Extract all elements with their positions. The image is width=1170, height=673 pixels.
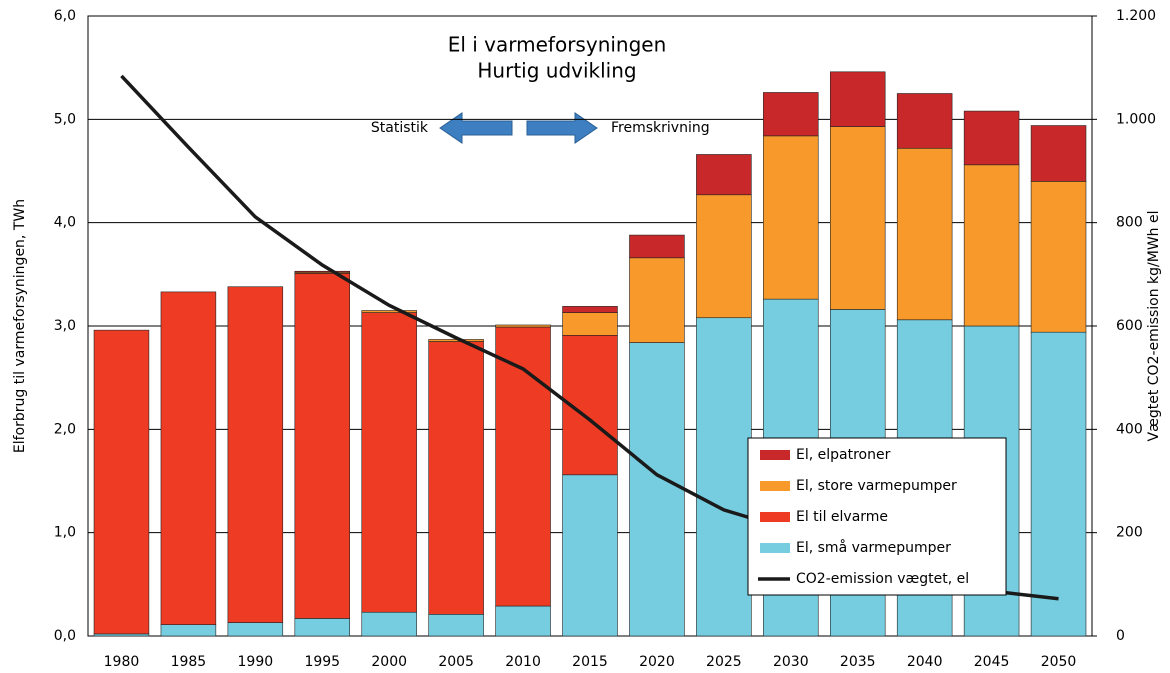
bar: [629, 234, 685, 259]
x-tick-label: 2050: [1041, 654, 1077, 670]
y2-tick-label: 400: [1116, 421, 1143, 437]
arrow-left: [439, 112, 513, 144]
legend-label: El, store varmepumper: [796, 478, 957, 494]
annotation: Statistik: [371, 120, 429, 136]
x-tick-label: 2045: [974, 654, 1010, 670]
legend-swatch: [760, 450, 790, 460]
bar: [428, 341, 484, 615]
y2-tick-label: 1.200: [1116, 8, 1156, 24]
y-tick-label: 2,0: [54, 421, 76, 437]
x-tick-label: 2040: [907, 654, 943, 670]
annotation: Fremskrivning: [611, 120, 710, 136]
bar: [227, 622, 284, 637]
x-tick-label: 2025: [706, 654, 742, 670]
bar: [696, 154, 752, 196]
y-tick-label: 4,0: [54, 215, 76, 231]
bar: [361, 312, 417, 613]
y2-tick-label: 1.000: [1116, 111, 1156, 127]
y2-tick-label: 200: [1116, 525, 1143, 541]
x-tick-label: 2010: [505, 654, 541, 670]
bar: [361, 310, 417, 313]
chart-subtitle: Hurtig udvikling: [477, 59, 636, 83]
bar: [763, 92, 819, 137]
legend-swatch: [760, 481, 790, 491]
legend-label: CO2-emission vægtet, el: [796, 571, 969, 587]
bar: [93, 633, 150, 637]
bar: [963, 110, 1020, 166]
y2-axis-label: Vægtet CO2-emission kg/MWh el: [1146, 211, 1162, 442]
bar: [1030, 331, 1087, 637]
bar: [629, 342, 685, 637]
legend-label: El til elvarme: [796, 509, 888, 525]
bar: [629, 257, 685, 343]
bar: [294, 270, 351, 273]
bar: [963, 164, 1020, 327]
legend-label: El, elpatroner: [796, 447, 891, 463]
y-tick-label: 3,0: [54, 318, 76, 334]
x-tick-label: 2015: [572, 654, 608, 670]
x-tick-label: 2030: [773, 654, 809, 670]
y-tick-label: 6,0: [54, 8, 76, 24]
y2-tick-label: 800: [1116, 215, 1143, 231]
bar: [562, 306, 618, 313]
arrow-right: [526, 112, 598, 144]
y2-tick-label: 600: [1116, 318, 1143, 334]
y2-tick-label: 0: [1116, 628, 1125, 644]
bar: [93, 329, 150, 635]
bar: [696, 194, 752, 319]
bar: [428, 613, 484, 637]
y-tick-label: 5,0: [54, 111, 76, 127]
bar: [294, 272, 351, 619]
x-tick-label: 1980: [104, 654, 140, 670]
x-tick-label: 1985: [171, 654, 207, 670]
bar: [294, 618, 351, 637]
chart-title: El i varmeforsyningen: [448, 33, 667, 57]
bar: [495, 324, 551, 328]
legend-label: El, små varmepumper: [796, 539, 951, 556]
y-tick-label: 1,0: [54, 525, 76, 541]
bar: [1030, 181, 1087, 333]
x-tick-label: 2000: [371, 654, 407, 670]
bar: [896, 147, 953, 321]
bar: [763, 135, 819, 300]
y-axis-label: Elforbrug til varmeforsyningen, TWh: [12, 199, 28, 453]
legend-swatch: [760, 543, 790, 553]
legend-swatch: [760, 512, 790, 522]
bar: [562, 474, 618, 637]
bar: [1030, 125, 1087, 182]
bar: [829, 71, 886, 127]
bar: [495, 605, 551, 637]
bar: [227, 286, 284, 623]
bar: [896, 93, 953, 149]
x-tick-label: 1995: [304, 654, 340, 670]
x-tick-label: 1990: [238, 654, 274, 670]
y-tick-label: 0,0: [54, 628, 76, 644]
x-tick-label: 2005: [438, 654, 474, 670]
legend-box: [747, 437, 1007, 596]
bar: [160, 624, 217, 637]
bar: [696, 317, 752, 637]
bar: [160, 291, 217, 625]
x-tick-label: 2035: [840, 654, 876, 670]
bar: [829, 126, 886, 310]
bar: [361, 611, 417, 637]
bar: [495, 326, 551, 607]
x-tick-label: 2020: [639, 654, 675, 670]
bar: [562, 312, 618, 336]
